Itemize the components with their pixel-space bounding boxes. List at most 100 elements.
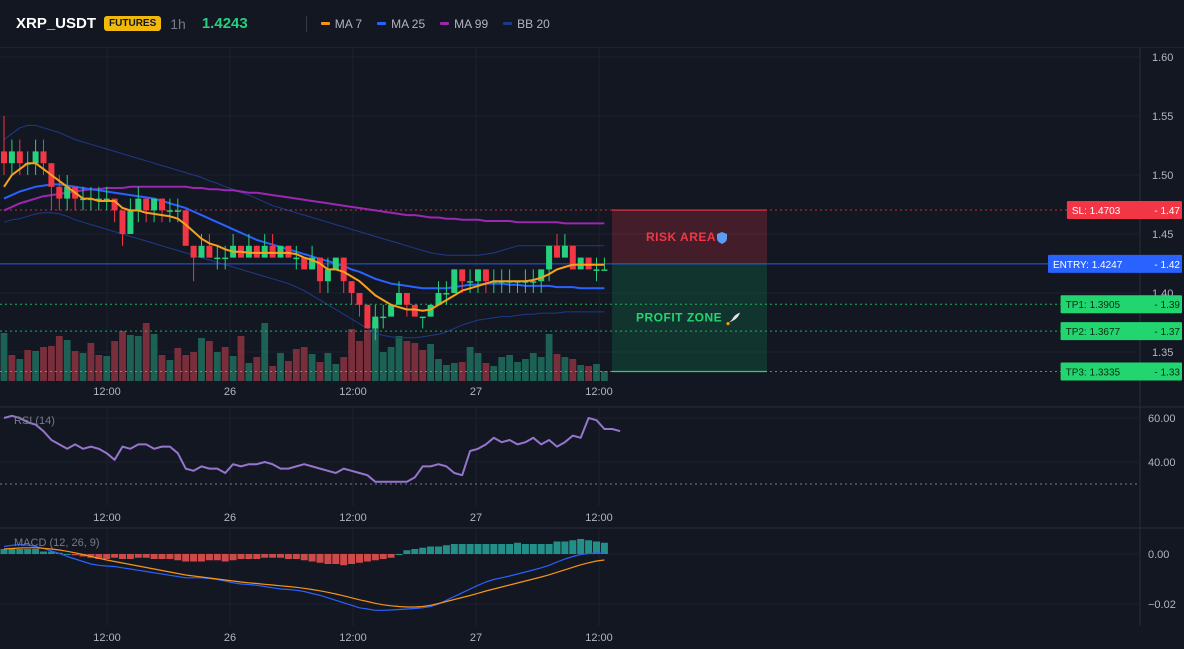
macd-histogram-bar xyxy=(71,554,79,556)
macd-histogram-bar xyxy=(63,554,71,555)
volume-bar xyxy=(206,341,213,381)
candle-body xyxy=(206,245,213,258)
candle-body xyxy=(309,257,316,270)
candle-body xyxy=(111,198,118,211)
macd-line xyxy=(3,543,605,611)
volume-bar xyxy=(553,354,561,381)
candle-body xyxy=(601,269,608,271)
macd-histogram-bar xyxy=(119,554,126,559)
volume-bar xyxy=(545,334,553,381)
macd-histogram-bar xyxy=(379,554,387,559)
volume-bar xyxy=(198,338,205,381)
macd-histogram-bar xyxy=(253,554,261,559)
macd-histogram-bar xyxy=(205,554,213,561)
macd-histogram-bar xyxy=(221,554,229,562)
volume-bar xyxy=(537,357,545,381)
volume-bar xyxy=(522,359,529,381)
legend-ma25[interactable]: MA 25 xyxy=(377,17,425,31)
volume-bar xyxy=(32,351,39,381)
macd-histogram-bar xyxy=(300,554,308,561)
macd-histogram-bar xyxy=(411,549,419,554)
macd-histogram-bar xyxy=(103,554,111,559)
candle-body xyxy=(372,316,379,329)
volume-bar xyxy=(285,361,292,381)
macd-histogram-bar xyxy=(332,554,340,564)
macd-histogram-bar xyxy=(419,547,427,554)
level-tag xyxy=(1060,322,1182,341)
time-tick-label: 12:00 xyxy=(585,386,613,398)
candle-body xyxy=(593,269,600,271)
volume-bar xyxy=(182,355,190,381)
candle-body xyxy=(127,210,134,234)
futures-badge: FUTURES xyxy=(104,16,162,31)
macd-histogram-bar xyxy=(403,550,411,554)
volume-bar xyxy=(340,357,348,381)
candle-body xyxy=(182,210,189,246)
time-tick-label: 12:00 xyxy=(585,632,613,644)
volume-bar xyxy=(103,356,111,381)
volume-bar xyxy=(514,362,521,381)
volume-bar xyxy=(269,366,276,381)
volume-bar xyxy=(166,360,174,381)
candle-body xyxy=(459,269,466,282)
volume-bar xyxy=(229,356,237,381)
macd-histogram-bar xyxy=(8,549,16,554)
legend-swatch xyxy=(503,22,513,25)
macd-histogram-bar xyxy=(600,542,608,554)
candle-body xyxy=(380,316,387,319)
ma25-line xyxy=(3,183,605,290)
candle-body xyxy=(190,245,197,258)
legend-ma7[interactable]: MA 7 xyxy=(320,16,363,31)
level-tag-label: TP2: 1.3677 xyxy=(1066,327,1121,338)
candle-body xyxy=(40,151,47,164)
last-price: 1.4243 xyxy=(201,15,248,32)
timeframe-selector[interactable]: 1h xyxy=(170,15,186,32)
legend-label: MA 7 xyxy=(334,16,363,31)
candle-body xyxy=(103,198,110,201)
bb-lower-line xyxy=(3,212,605,339)
volume-bar xyxy=(253,357,261,381)
candle-body xyxy=(245,245,252,258)
volume-bar xyxy=(213,352,221,381)
time-tick-label: 26 xyxy=(224,386,236,398)
macd-histogram-bar xyxy=(134,554,142,558)
macd-histogram-bar xyxy=(387,554,395,558)
candle-body xyxy=(32,151,39,164)
volume-bar xyxy=(403,341,411,381)
candle-body xyxy=(317,257,323,282)
candle-body xyxy=(261,245,268,258)
volume-bar xyxy=(561,357,569,381)
candle-body xyxy=(435,293,442,305)
time-tick-label: 12:00 xyxy=(339,386,367,398)
macd-histogram-bar xyxy=(261,554,269,558)
volume-bar xyxy=(71,351,79,381)
macd-histogram-bar xyxy=(537,544,545,554)
macd-histogram-bar xyxy=(498,544,506,554)
volume-bar xyxy=(292,349,300,381)
header-divider xyxy=(305,15,307,32)
volume-bar xyxy=(364,330,371,381)
legend-ma99[interactable]: MA 99 xyxy=(440,17,488,31)
volume-bar xyxy=(245,363,253,381)
macd-tick-label: −0.02 xyxy=(1148,599,1176,611)
volume-bar xyxy=(348,329,355,381)
symbol-name[interactable]: XRP_USDT xyxy=(16,15,97,32)
volume-bar xyxy=(443,365,450,381)
macd-histogram-bar xyxy=(466,544,474,554)
macd-histogram-bar xyxy=(245,554,253,559)
shield-icon xyxy=(717,231,727,244)
price-tick-label: 1.35 xyxy=(1152,347,1173,359)
volume-bar xyxy=(221,347,229,381)
legend-bb20[interactable]: BB 20 xyxy=(503,17,550,31)
macd-histogram-bar xyxy=(269,554,277,558)
volume-bar xyxy=(474,353,482,381)
volume-bar xyxy=(593,364,600,381)
level-tag-axis: - 1.37 xyxy=(1154,327,1180,338)
rocket-icon xyxy=(729,312,740,323)
volume-bar xyxy=(142,323,150,381)
candle-body xyxy=(64,186,71,199)
legend-swatch xyxy=(440,22,450,25)
macd-histogram-bar xyxy=(182,554,190,562)
level-tag-axis: - 1.47 xyxy=(1154,206,1180,217)
